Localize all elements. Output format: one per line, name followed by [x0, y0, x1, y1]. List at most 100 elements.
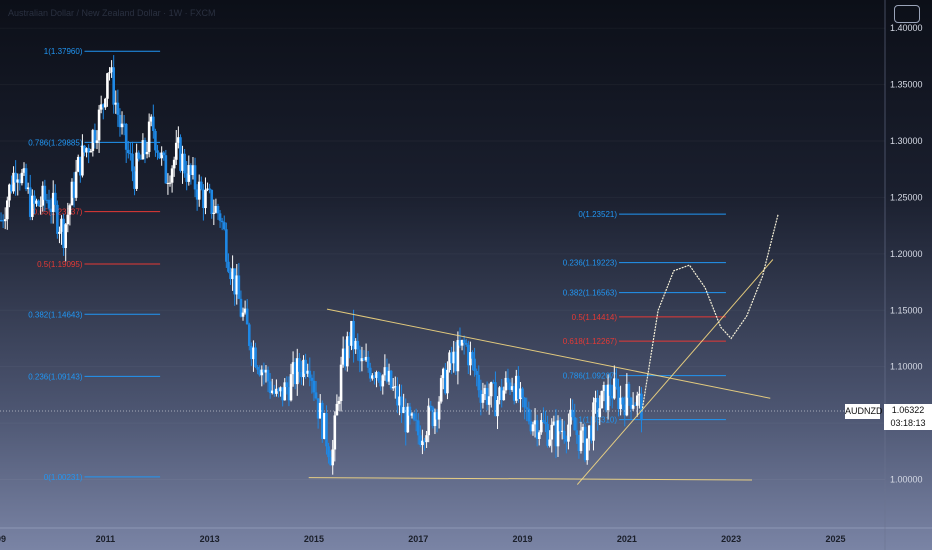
- candle-body: [245, 308, 249, 325]
- candle-body: [519, 388, 522, 400]
- candle-body: [487, 396, 491, 405]
- candle-body: [475, 371, 478, 375]
- candle-body: [402, 407, 405, 414]
- candle-body: [233, 268, 236, 295]
- candle-body: [135, 152, 138, 189]
- candle-body: [64, 224, 68, 248]
- candle-body: [252, 347, 255, 360]
- candle-body: [623, 404, 627, 416]
- candle-body: [373, 375, 376, 378]
- candle-body: [483, 388, 487, 394]
- candle-body: [260, 369, 264, 376]
- candle-body: [433, 412, 437, 427]
- candle-body: [544, 421, 547, 424]
- candle-body: [122, 123, 126, 125]
- trendline: [326, 308, 771, 399]
- symbol-tag: AUDNZD: [845, 404, 883, 419]
- candle-body: [310, 377, 314, 381]
- candle-body: [195, 189, 199, 200]
- candle-body: [74, 171, 78, 198]
- candle-body: [610, 395, 614, 399]
- candle-body: [529, 421, 533, 432]
- candle-body: [189, 165, 193, 175]
- last-price-box: 1.06322 03:18:13: [884, 404, 932, 430]
- candle-body: [592, 402, 595, 441]
- candle-body: [218, 213, 222, 221]
- countdown: 03:18:13: [890, 418, 926, 428]
- candle-body: [300, 371, 303, 378]
- candle-body: [320, 402, 324, 439]
- candle-body: [306, 370, 309, 374]
- candle-body: [89, 151, 93, 153]
- candle-body: [400, 396, 403, 414]
- fib-level-label: 0.786(1.29885): [28, 138, 83, 147]
- candle-body: [277, 388, 280, 392]
- candle-body: [527, 408, 531, 422]
- y-tick-label: 1.35000: [890, 80, 923, 90]
- candle-body: [250, 345, 253, 360]
- candle-body: [177, 137, 180, 143]
- candle-body: [31, 195, 34, 217]
- candle-body: [214, 205, 218, 213]
- candle-body: [172, 159, 176, 169]
- candle-body: [229, 271, 232, 280]
- candle-body: [575, 430, 579, 435]
- candle-body: [565, 439, 568, 442]
- candle-body: [368, 367, 372, 379]
- candle-body: [97, 109, 101, 141]
- candle-body: [6, 200, 9, 220]
- candle-body: [558, 420, 562, 432]
- candle-body: [179, 137, 182, 171]
- candle-body: [416, 420, 420, 436]
- candle-body: [602, 384, 606, 391]
- candle-body: [360, 358, 364, 362]
- candle-body: [512, 386, 516, 401]
- candle-body: [49, 208, 53, 212]
- candle-body: [273, 390, 276, 394]
- candle-body: [441, 368, 445, 379]
- candle-body: [76, 156, 80, 172]
- y-tick-label: 1.00000: [890, 474, 923, 484]
- candle-body: [85, 148, 88, 153]
- candle-body: [631, 404, 635, 409]
- candle-body: [279, 387, 282, 392]
- candle-body: [408, 406, 412, 416]
- candle-body: [45, 199, 49, 201]
- candle-body: [235, 275, 239, 295]
- candle-body: [202, 189, 205, 209]
- candle-body: [638, 393, 641, 396]
- candle-body: [10, 184, 13, 192]
- candle-body: [264, 369, 268, 373]
- candle-body: [20, 172, 24, 184]
- projection-path: [641, 214, 779, 409]
- candle-body: [540, 420, 543, 433]
- candle-body: [197, 181, 201, 200]
- candle-body: [533, 420, 537, 425]
- candle-body: [467, 344, 470, 366]
- candle-body: [314, 392, 318, 399]
- fib-level-label: 0.618(1.12267): [563, 337, 618, 346]
- candle-body: [285, 382, 289, 388]
- candle-body: [79, 156, 82, 176]
- y-tick-label: 1.30000: [890, 136, 923, 146]
- x-tick-label: 09: [0, 534, 6, 544]
- candle-body: [145, 151, 149, 155]
- candle-body: [429, 405, 433, 408]
- candle-body: [99, 104, 103, 110]
- candle-body: [598, 408, 602, 418]
- candle-body: [350, 320, 353, 346]
- candle-body: [339, 364, 343, 402]
- camera-icon[interactable]: [894, 5, 920, 23]
- candle-body: [383, 367, 387, 376]
- projection-curve: [641, 214, 779, 409]
- fib-level-label: 1(1.37960): [44, 47, 83, 56]
- candle-body: [91, 130, 95, 152]
- candle-body: [239, 298, 243, 317]
- candle-body: [343, 348, 347, 367]
- candle-body: [398, 396, 401, 406]
- x-tick-label: 2015: [304, 534, 324, 544]
- candle-body: [262, 369, 266, 373]
- candle-body: [435, 412, 439, 420]
- candle-body: [552, 421, 556, 425]
